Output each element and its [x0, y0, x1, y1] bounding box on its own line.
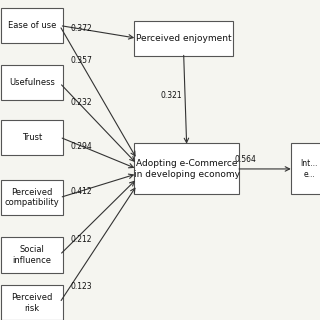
Text: Perceived
risk: Perceived risk [11, 293, 52, 313]
Text: Social
influence: Social influence [12, 245, 51, 265]
FancyBboxPatch shape [1, 180, 63, 215]
Text: 0.564: 0.564 [235, 155, 257, 164]
Text: 0.372: 0.372 [70, 24, 92, 33]
Text: 0.412: 0.412 [70, 187, 92, 196]
FancyBboxPatch shape [1, 237, 63, 273]
Text: Perceived
compatibility: Perceived compatibility [4, 188, 59, 207]
Text: 0.232: 0.232 [70, 98, 92, 107]
FancyBboxPatch shape [291, 143, 320, 195]
Text: Adopting e-Commerce
in developing economy: Adopting e-Commerce in developing econom… [134, 159, 240, 179]
FancyBboxPatch shape [1, 285, 63, 320]
Text: 0.321: 0.321 [160, 91, 182, 100]
FancyBboxPatch shape [134, 143, 239, 195]
Text: Ease of use: Ease of use [8, 21, 56, 30]
FancyBboxPatch shape [1, 120, 63, 155]
Text: 0.294: 0.294 [70, 142, 92, 151]
Text: Usefulness: Usefulness [9, 78, 55, 87]
Text: 0.212: 0.212 [71, 235, 92, 244]
Text: Perceived enjoyment: Perceived enjoyment [136, 34, 231, 43]
FancyBboxPatch shape [1, 65, 63, 100]
Text: Trust: Trust [21, 132, 42, 141]
Text: 0.357: 0.357 [70, 56, 92, 65]
FancyBboxPatch shape [134, 21, 233, 56]
Text: 0.123: 0.123 [70, 282, 92, 292]
FancyBboxPatch shape [1, 8, 63, 43]
Text: Int...
e...: Int... e... [300, 159, 318, 179]
